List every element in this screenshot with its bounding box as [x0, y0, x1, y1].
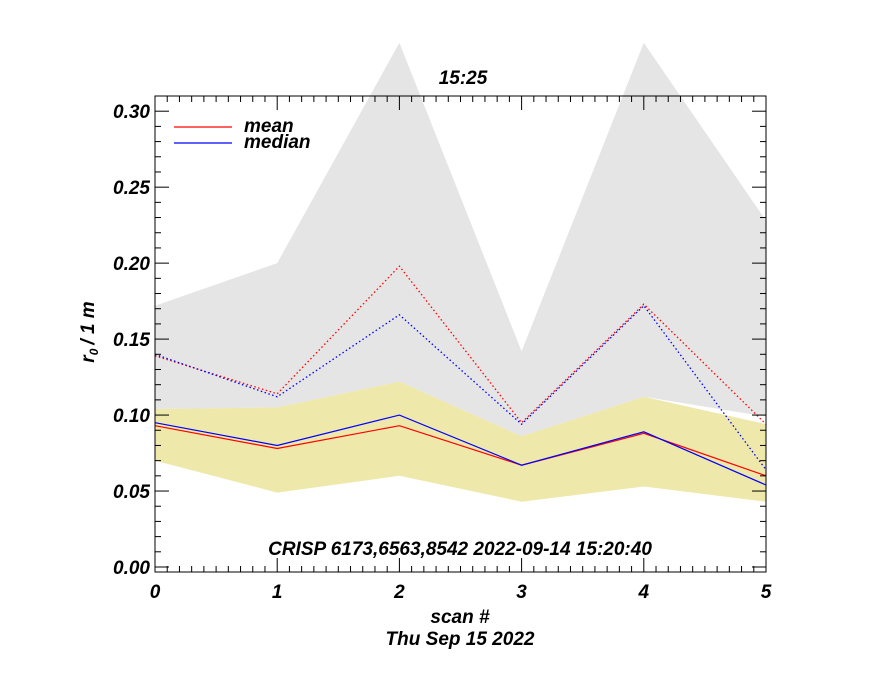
legend-label-median: median — [244, 132, 311, 153]
y-tick-label: 0.25 — [113, 178, 150, 199]
x-tick-label: 0 — [150, 582, 161, 603]
y-axis-label-unit: / 1 m — [78, 301, 99, 345]
x-axis-label: scan # — [430, 607, 490, 628]
y-tick-label: 0.10 — [113, 406, 150, 427]
tick-labels: 0 1 2 3 4 5 0.00 0.05 0.10 0.15 0.20 0.25 0.30 — [113, 102, 772, 603]
x-tick-label: 2 — [393, 582, 405, 603]
confidence-bands — [155, 42, 766, 502]
y-tick-label: 0.20 — [113, 254, 150, 275]
x-tick-label: 3 — [516, 582, 527, 603]
band-max-range — [155, 42, 766, 437]
x-tick-label: 1 — [272, 582, 283, 603]
y-tick-label: 0.05 — [113, 482, 150, 503]
date-label: Thu Sep 15 2022 — [386, 629, 535, 650]
series-line-median — [155, 414, 766, 486]
annotation-text: CRISP 6173,6563,8542 2022-09-14 15:20:40 — [268, 539, 652, 560]
y-axis-label-subscript: 0 — [87, 348, 101, 355]
band-spread — [155, 381, 766, 502]
y-axis-label: r0 / 1 m — [78, 301, 101, 362]
y-tick-label: 0.30 — [113, 102, 150, 123]
y-axis-label-main: r — [78, 354, 99, 363]
x-tick-label: 5 — [761, 582, 772, 603]
axis-ticks — [154, 96, 767, 572]
legend-label-mean: mean — [244, 116, 294, 137]
x-tick-label: 4 — [638, 582, 650, 603]
y-tick-label: 0.15 — [113, 330, 150, 351]
chart-title: 15:25 — [439, 68, 488, 89]
series-line-median-dotted — [155, 304, 766, 471]
y-tick-label: 0.00 — [113, 558, 150, 579]
series-lines — [155, 265, 766, 486]
